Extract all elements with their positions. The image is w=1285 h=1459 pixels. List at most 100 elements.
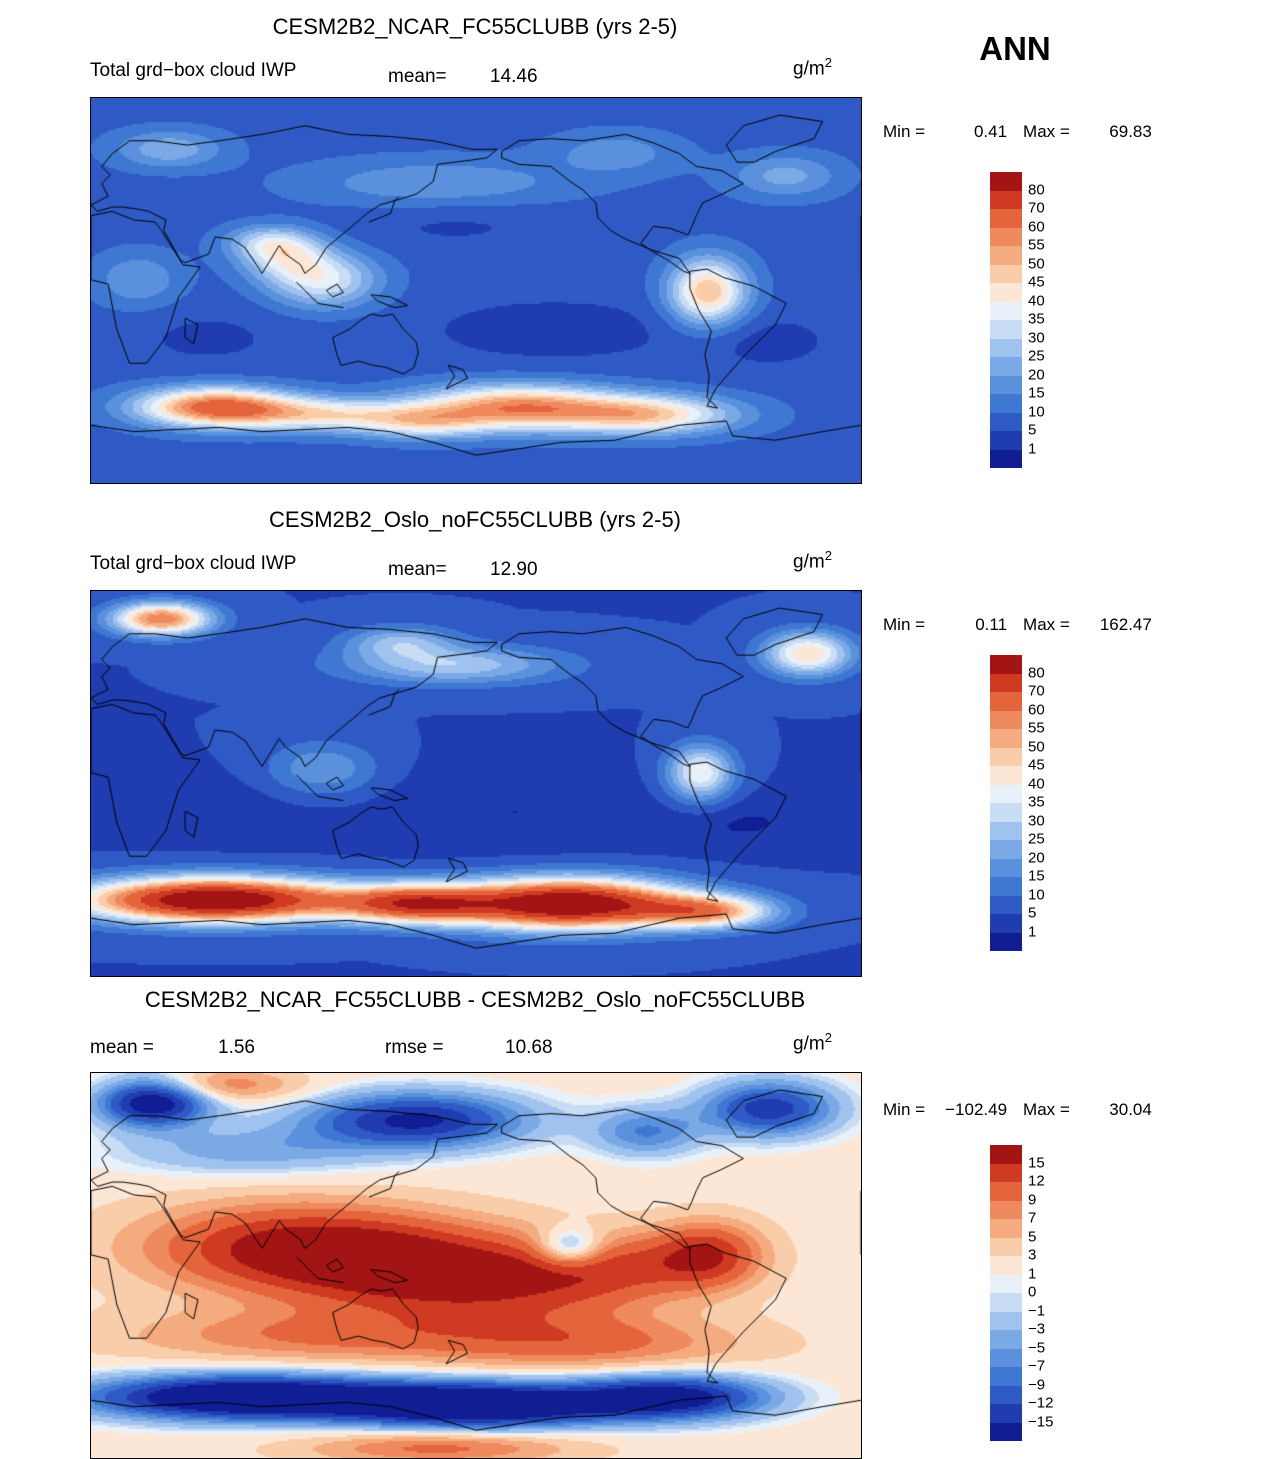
panel2-title: CESM2B2_Oslo_noFC55CLUBB (yrs 2-5) <box>268 507 682 532</box>
colorbar-box <box>990 747 1022 766</box>
colorbar-tick-label: 0 <box>1028 1283 1037 1301</box>
colorbar-box <box>990 1200 1022 1219</box>
colorbar-tick-label: 50 <box>1028 738 1045 756</box>
colorbar-box <box>990 246 1022 265</box>
colorbar-box <box>990 1311 1022 1330</box>
colorbar-box <box>990 412 1022 431</box>
colorbar-tick-label: −7 <box>1028 1357 1046 1375</box>
colorbar-box <box>990 858 1022 877</box>
panel3-rmse-label: rmse = <box>385 1037 444 1058</box>
panel2-colorbar: 80 70 60 55 50 45 40 35 30 25 20 15 10 5 1 <box>990 655 1082 951</box>
colorbar-box <box>990 784 1022 803</box>
colorbar-tick-label: 45 <box>1028 273 1045 291</box>
colorbar-box <box>990 209 1022 228</box>
colorbar-tick-label: 40 <box>1028 292 1045 310</box>
colorbar-box <box>990 655 1022 674</box>
colorbar-tick-label: −3 <box>1028 1320 1046 1338</box>
colorbar-tick-label: 35 <box>1028 310 1045 328</box>
colorbar-box <box>990 729 1022 748</box>
colorbar-tick-label: 60 <box>1028 701 1045 719</box>
colorbar-tick-label: 70 <box>1028 682 1045 700</box>
colorbar-box <box>990 172 1022 191</box>
colorbar-tick-label: 9 <box>1028 1191 1037 1209</box>
panel3-mean-value: 1.56 <box>218 1037 255 1058</box>
colorbar-box <box>990 301 1022 320</box>
colorbar-box <box>990 264 1022 283</box>
colorbar-tick-label: −15 <box>1028 1413 1054 1431</box>
colorbar-box <box>990 1367 1022 1386</box>
colorbar-box <box>990 766 1022 785</box>
panel3-units-exponent: 2 <box>824 1030 832 1045</box>
colorbar-box <box>990 375 1022 394</box>
panel2-mean-label: mean= <box>388 559 447 580</box>
colorbar-tick-label: 5 <box>1028 904 1037 922</box>
colorbar-box <box>990 803 1022 822</box>
panel2-min-value: 0.11 <box>975 615 1008 634</box>
colorbar-box <box>990 877 1022 896</box>
panel2-min-label: Min = <box>883 615 926 634</box>
colorbar-box <box>990 227 1022 246</box>
colorbar-tick-label: 7 <box>1028 1209 1037 1227</box>
panel1-colorbar: 80 70 60 55 50 45 40 35 30 25 20 15 10 5 1 <box>990 172 1082 468</box>
colorbar-box <box>990 1422 1022 1441</box>
panel2-max-value: 162.47 <box>1099 615 1152 634</box>
panel1-minmax: Min = 0.41 Max = 69.83 <box>883 122 1152 142</box>
colorbar-tick-label: 30 <box>1028 812 1045 830</box>
panel3-colorbar: 15 12 9 7 5 3 1 0 −1 −3 −5 −7 −9 −12 −15 <box>990 1145 1082 1441</box>
colorbar-box <box>990 1182 1022 1201</box>
colorbar-box <box>990 1256 1022 1275</box>
panel1-variable-label: Total grd−box cloud IWP <box>90 60 297 81</box>
colorbar-tick-label: 25 <box>1028 347 1045 365</box>
colorbar-box <box>990 1145 1022 1164</box>
colorbar-box <box>990 1348 1022 1367</box>
colorbar-tick-label: −9 <box>1028 1376 1046 1394</box>
colorbar-box <box>990 449 1022 468</box>
colorbar-box <box>990 394 1022 413</box>
panel1-units-base: g/m <box>793 58 825 80</box>
panel3-max-label: Max = <box>1023 1100 1070 1119</box>
colorbar-box <box>990 1219 1022 1238</box>
colorbar-box <box>990 1163 1022 1182</box>
panel1-units-exponent: 2 <box>824 55 832 70</box>
colorbar-tick-label: 25 <box>1028 830 1045 848</box>
colorbar-tick-label: −1 <box>1028 1302 1046 1320</box>
panel1-max-label: Max = <box>1023 122 1070 141</box>
colorbar-tick-label: −12 <box>1028 1394 1054 1412</box>
panel1-min-value: 0.41 <box>973 122 1008 141</box>
panel2-map <box>90 590 862 977</box>
panel3-units-base: g/m <box>793 1033 825 1055</box>
colorbar-box <box>990 1237 1022 1256</box>
panel3-minmax: Min = −102.49 Max = 30.04 <box>883 1100 1152 1120</box>
colorbar-box <box>990 283 1022 302</box>
panel3-map <box>90 1072 862 1459</box>
colorbar-tick-label: 20 <box>1028 366 1045 384</box>
colorbar-box <box>990 1293 1022 1312</box>
colorbar-tick-label: 10 <box>1028 886 1045 904</box>
colorbar-tick-label: 1 <box>1028 440 1037 458</box>
panel1-units: g/m2 <box>793 55 832 80</box>
colorbar-tick-label: 5 <box>1028 1228 1037 1246</box>
colorbar-tick-label: 80 <box>1028 181 1045 199</box>
colorbar-tick-label: 1 <box>1028 1265 1037 1283</box>
panel1-max-value: 69.83 <box>1109 122 1152 141</box>
panel1-min-label: Min = <box>883 122 926 141</box>
colorbar-box <box>990 821 1022 840</box>
colorbar-tick-label: 5 <box>1028 421 1037 439</box>
colorbar-tick-label: 15 <box>1028 1154 1045 1172</box>
colorbar-box <box>990 932 1022 951</box>
colorbar-box <box>990 190 1022 209</box>
panel3-max-value: 30.04 <box>1109 1100 1152 1119</box>
colorbar-tick-label: 55 <box>1028 236 1045 254</box>
colorbar-box <box>990 914 1022 933</box>
season-label: ANN <box>979 30 1051 67</box>
colorbar-tick-label: 15 <box>1028 867 1045 885</box>
colorbar-tick-label: 45 <box>1028 756 1045 774</box>
panel2-max-label: Max = <box>1023 615 1070 634</box>
panel1-title: CESM2B2_NCAR_FC55CLUBB (yrs 2-5) <box>272 14 678 39</box>
panel3-min-label: Min = <box>883 1100 926 1119</box>
colorbar-box <box>990 710 1022 729</box>
colorbar-tick-label: 10 <box>1028 403 1045 421</box>
panel2-units: g/m2 <box>793 548 832 573</box>
colorbar-tick-label: 70 <box>1028 199 1045 217</box>
